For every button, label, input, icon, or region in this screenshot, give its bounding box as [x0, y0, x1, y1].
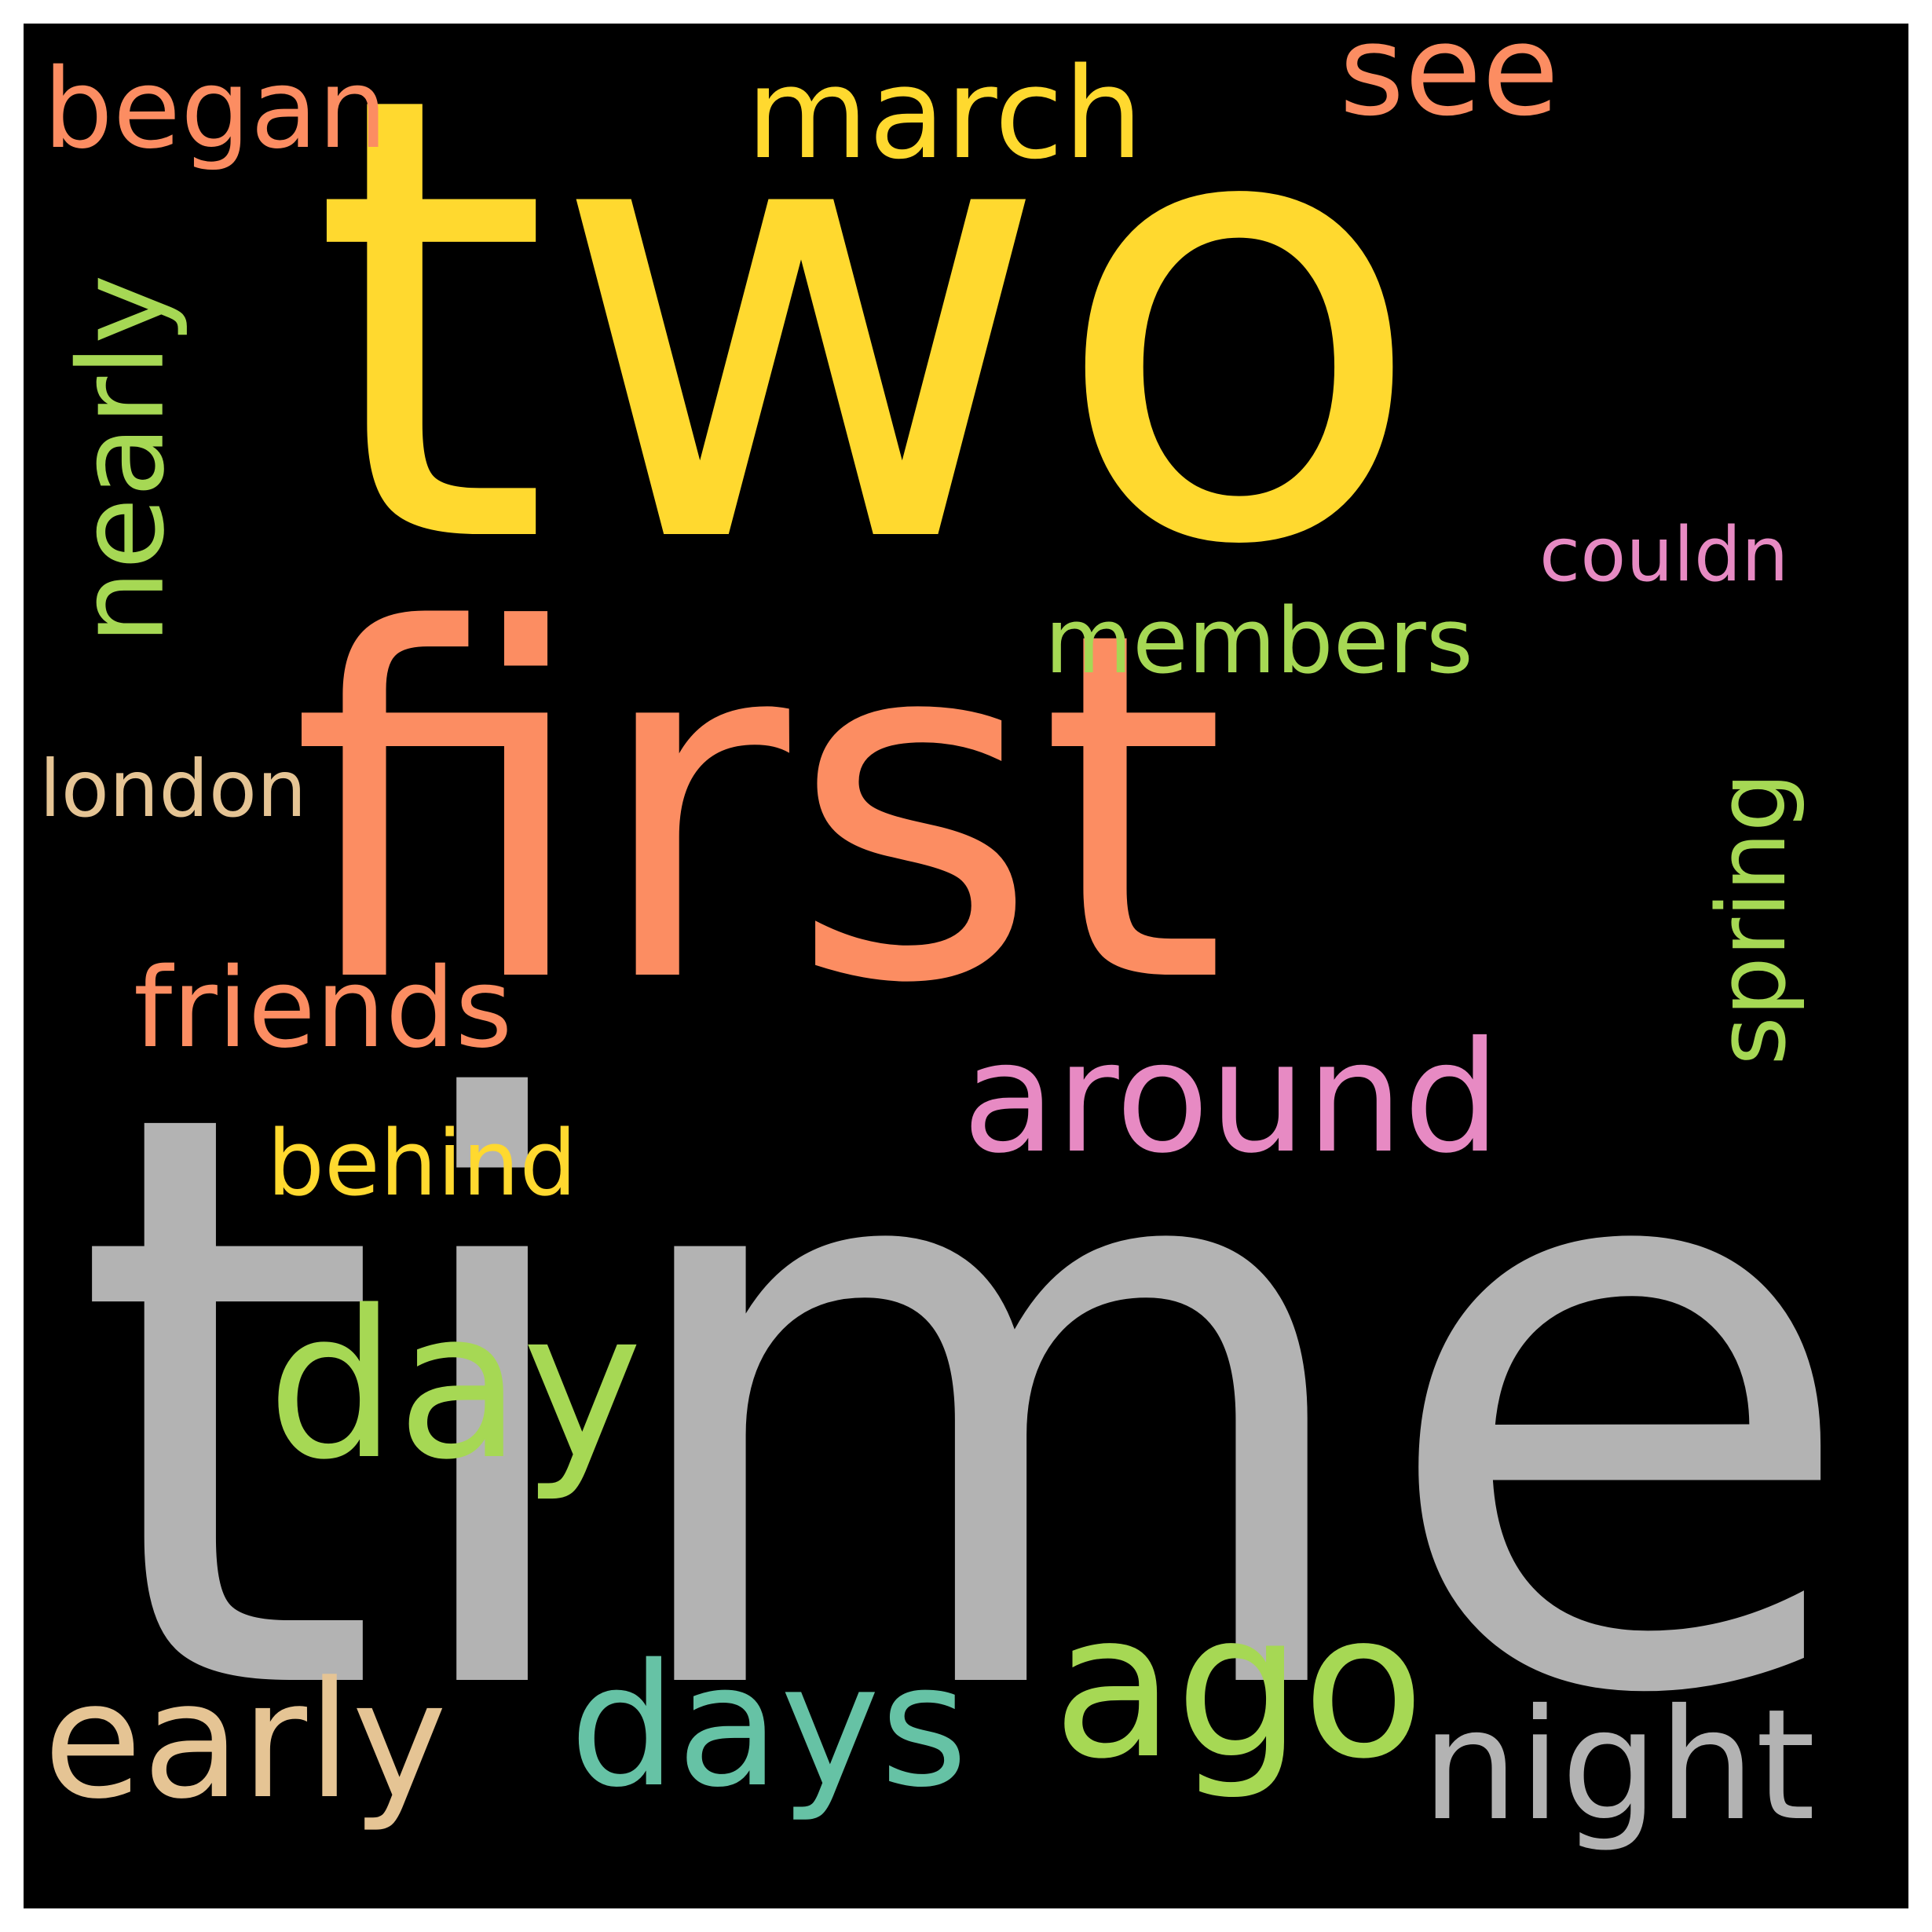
word-behind: behind — [267, 1111, 577, 1217]
word-cloud: two first time day ago days early night … — [24, 24, 1908, 1908]
word-friends: friends — [134, 945, 513, 1073]
word-see: see — [1339, 24, 1560, 144]
word-days: days — [569, 1627, 968, 1824]
word-night: night — [1422, 1676, 1816, 1854]
word-london: london — [39, 743, 307, 835]
word-began: began — [43, 46, 388, 174]
word-ago: ago — [1052, 1570, 1425, 1803]
word-spring: spring — [1697, 772, 1807, 1066]
word-nearly: nearly — [53, 274, 191, 645]
word-two: two — [310, 24, 1426, 679]
word-time: time — [71, 944, 1863, 1868]
word-around: around — [962, 1008, 1501, 1187]
word-members: members — [1045, 589, 1473, 694]
word-day: day — [267, 1268, 643, 1505]
word-first: first — [291, 530, 1228, 1088]
word-march: march — [746, 40, 1143, 187]
word-couldn: couldn — [1539, 512, 1789, 598]
word-early: early — [43, 1648, 448, 1835]
